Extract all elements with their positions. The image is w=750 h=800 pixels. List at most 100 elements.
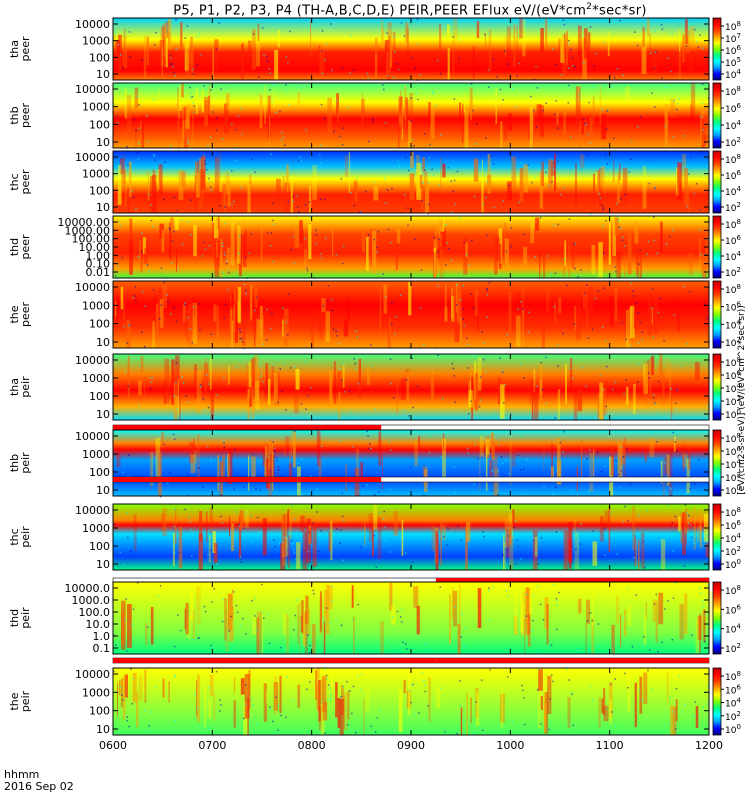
spectrogram-streak bbox=[311, 624, 316, 654]
noise-speck bbox=[654, 106, 656, 108]
noise-speck bbox=[193, 638, 195, 641]
colorbar-tick-exponent: 6 bbox=[736, 683, 741, 691]
y-axis-label: peer bbox=[19, 234, 32, 260]
spectrogram-streak bbox=[193, 297, 196, 315]
spectrogram-streak bbox=[207, 84, 212, 115]
y-tick-label: 10000.00 bbox=[58, 216, 111, 229]
noise-speck bbox=[358, 382, 360, 385]
noise-speck bbox=[251, 698, 253, 700]
spectrogram-streak bbox=[319, 596, 323, 635]
noise-speck bbox=[292, 195, 294, 198]
spectrogram-streak bbox=[215, 218, 217, 250]
noise-speck bbox=[427, 182, 430, 184]
noise-speck bbox=[451, 211, 454, 213]
noise-speck bbox=[240, 337, 243, 340]
noise-speck bbox=[152, 288, 155, 291]
spectrogram-streak bbox=[145, 623, 148, 646]
spectrogram-streak bbox=[614, 217, 619, 236]
noise-speck bbox=[370, 447, 372, 450]
noise-speck bbox=[376, 717, 379, 719]
noise-speck bbox=[153, 153, 155, 156]
spectrogram-streak bbox=[283, 513, 289, 537]
spectrogram-streak bbox=[703, 609, 706, 643]
spectrogram-background bbox=[113, 582, 709, 654]
spectrogram-streak bbox=[248, 361, 252, 399]
colorbar-tick-exponent: 8 bbox=[736, 283, 740, 291]
spectrogram-streak bbox=[231, 589, 233, 621]
noise-speck bbox=[700, 354, 702, 356]
spectrogram-streak bbox=[265, 363, 268, 395]
noise-speck bbox=[597, 623, 600, 625]
noise-speck bbox=[556, 127, 559, 129]
spectrogram-streak bbox=[547, 675, 552, 714]
spectrogram-streak bbox=[191, 113, 194, 148]
colorbar-tick-exponent: 0 bbox=[736, 408, 740, 416]
noise-speck bbox=[279, 368, 281, 370]
y-tick-label: 100 bbox=[89, 318, 110, 331]
spectrogram-streak bbox=[617, 173, 620, 203]
noise-speck bbox=[403, 35, 406, 37]
spectrogram-streak bbox=[325, 584, 330, 635]
spectrogram-streak bbox=[610, 221, 614, 245]
spectrogram-streak bbox=[229, 516, 231, 537]
spectrogram-streak bbox=[266, 458, 270, 489]
spectrogram-streak bbox=[405, 22, 409, 43]
noise-speck bbox=[385, 202, 387, 204]
noise-speck bbox=[419, 74, 421, 76]
spectrogram-streak bbox=[255, 380, 260, 410]
noise-speck bbox=[192, 102, 195, 104]
noise-speck bbox=[293, 552, 296, 554]
noise-speck bbox=[312, 522, 314, 524]
colorbar-tick-exponent: 4 bbox=[736, 697, 741, 705]
spectrogram-streak bbox=[381, 27, 385, 48]
noise-speck bbox=[551, 159, 553, 161]
noise-speck bbox=[620, 198, 622, 200]
spectrogram-streak bbox=[231, 293, 234, 321]
noise-speck bbox=[410, 466, 412, 469]
noise-speck bbox=[352, 445, 354, 448]
noise-speck bbox=[443, 536, 445, 538]
spectrogram-streak bbox=[465, 527, 468, 570]
noise-speck bbox=[573, 323, 576, 325]
spectrogram-streak bbox=[660, 461, 663, 484]
spectrogram-streak bbox=[601, 698, 604, 714]
noise-speck bbox=[146, 415, 148, 417]
noise-speck bbox=[439, 687, 442, 689]
y-axis-label: peer bbox=[19, 36, 32, 62]
colorbar bbox=[712, 17, 722, 81]
colorbar-tick-exponent: 8 bbox=[736, 670, 740, 678]
spectrogram-streak bbox=[341, 685, 344, 716]
spectrogram-streak bbox=[534, 536, 538, 557]
noise-speck bbox=[391, 323, 393, 326]
spectrogram-streak bbox=[256, 318, 260, 348]
noise-speck bbox=[163, 198, 165, 201]
spectrogram-streak bbox=[353, 180, 358, 195]
noise-speck bbox=[705, 613, 707, 616]
noise-speck bbox=[117, 43, 120, 46]
spectrogram-streak bbox=[233, 700, 236, 728]
spectrogram-streak bbox=[589, 117, 593, 139]
noise-speck bbox=[615, 725, 617, 727]
spectrogram-streak bbox=[152, 321, 155, 348]
noise-speck bbox=[313, 593, 315, 595]
noise-speck bbox=[572, 489, 574, 492]
noise-speck bbox=[614, 381, 617, 383]
spectrogram-streak bbox=[422, 186, 424, 206]
noise-speck bbox=[456, 170, 459, 173]
spectrogram-streak bbox=[430, 374, 435, 400]
noise-speck bbox=[412, 683, 414, 686]
noise-speck bbox=[648, 377, 651, 379]
noise-speck bbox=[622, 74, 625, 76]
spectrogram-streak bbox=[389, 583, 393, 611]
noise-speck bbox=[268, 642, 271, 645]
spectrogram-streak bbox=[470, 697, 472, 724]
spectrogram-streak bbox=[579, 154, 585, 169]
noise-speck bbox=[287, 334, 289, 336]
spectrogram-streak bbox=[180, 21, 183, 47]
noise-speck bbox=[486, 234, 488, 237]
noise-speck bbox=[262, 381, 264, 383]
noise-speck bbox=[520, 301, 522, 303]
spectrogram-streak bbox=[453, 590, 458, 627]
spectrogram-streak bbox=[162, 508, 167, 536]
spectrogram-streak bbox=[532, 530, 538, 570]
